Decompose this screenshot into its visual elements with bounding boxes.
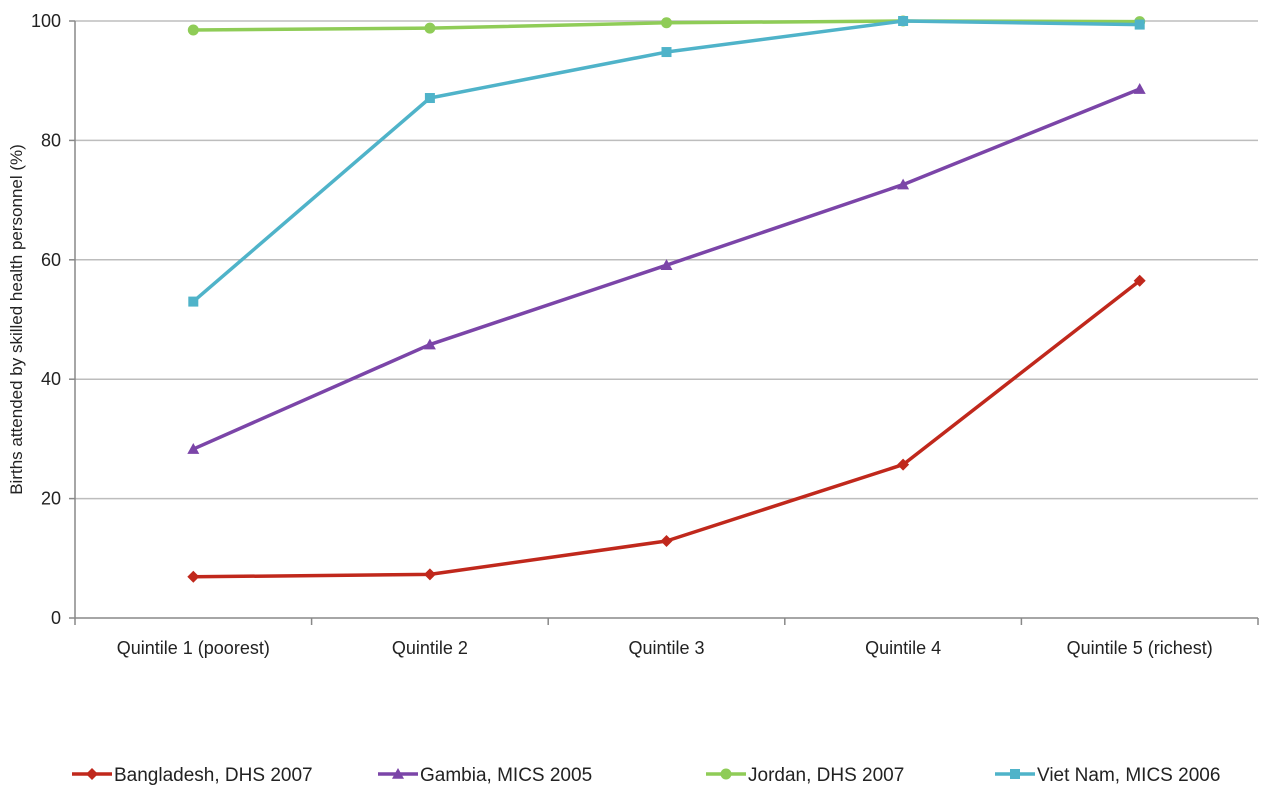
data-point [660,259,673,270]
y-tick-label: 40 [41,369,61,389]
data-point [187,570,200,583]
x-tick-label: Quintile 3 [628,638,704,658]
legend-label: Viet Nam, MICS 2006 [1037,765,1220,786]
y-tick-label: 100 [31,11,61,31]
legend-marker [720,768,732,780]
legend-item: Jordan, DHS 2007 [706,765,904,786]
data-point [897,458,910,471]
legend-item: Gambia, MICS 2005 [378,765,592,786]
data-point [187,443,200,454]
x-tick-label: Quintile 5 (richest) [1067,638,1213,658]
x-tick-label: Quintile 4 [865,638,941,658]
series-bangladesh-dhs-2007 [187,274,1146,583]
legend: Bangladesh, DHS 2007 Gambia, MICS 2005 Jor… [72,765,1220,786]
data-point [897,178,910,190]
legend-marker [86,768,98,780]
y-axis-title: Births attended by skilled health person… [7,144,26,495]
y-tick-label: 20 [41,489,61,509]
data-point [424,93,435,104]
data-point [187,24,199,36]
series-line [193,279,1141,579]
legend-label: Jordan, DHS 2007 [748,765,904,786]
x-tick-label: Quintile 2 [392,638,468,658]
legend-marker [392,768,404,779]
data-point [898,16,909,26]
data-point [423,338,436,350]
axes: 0 20 40 60 80 100 Quintile 1 (poorest) Quintile… [31,11,1259,658]
data-point [423,568,436,581]
legend-marker [1010,769,1020,779]
series-lines [187,15,1146,583]
data-point [1133,83,1146,94]
series-gambia-mics-2005 [187,83,1146,454]
data-point [424,22,436,34]
x-tick-label: Quintile 1 (poorest) [117,638,270,658]
legend-label: Bangladesh, DHS 2007 [114,765,313,786]
y-tick-label: 60 [41,250,61,270]
data-point [1133,274,1146,287]
legend-label: Gambia, MICS 2005 [420,765,592,786]
data-point [1134,19,1145,30]
data-point [661,17,672,29]
y-tick-label: 80 [41,130,61,150]
data-point [188,296,199,307]
legend-item: Viet Nam, MICS 2006 [995,765,1220,786]
series-viet-nam-mics-2006 [188,16,1145,307]
series-jordan-dhs-2007 [187,15,1146,36]
data-point [661,47,672,58]
y-tick-label: 0 [51,608,61,628]
legend-item: Bangladesh, DHS 2007 [72,765,313,786]
data-point [660,534,673,547]
